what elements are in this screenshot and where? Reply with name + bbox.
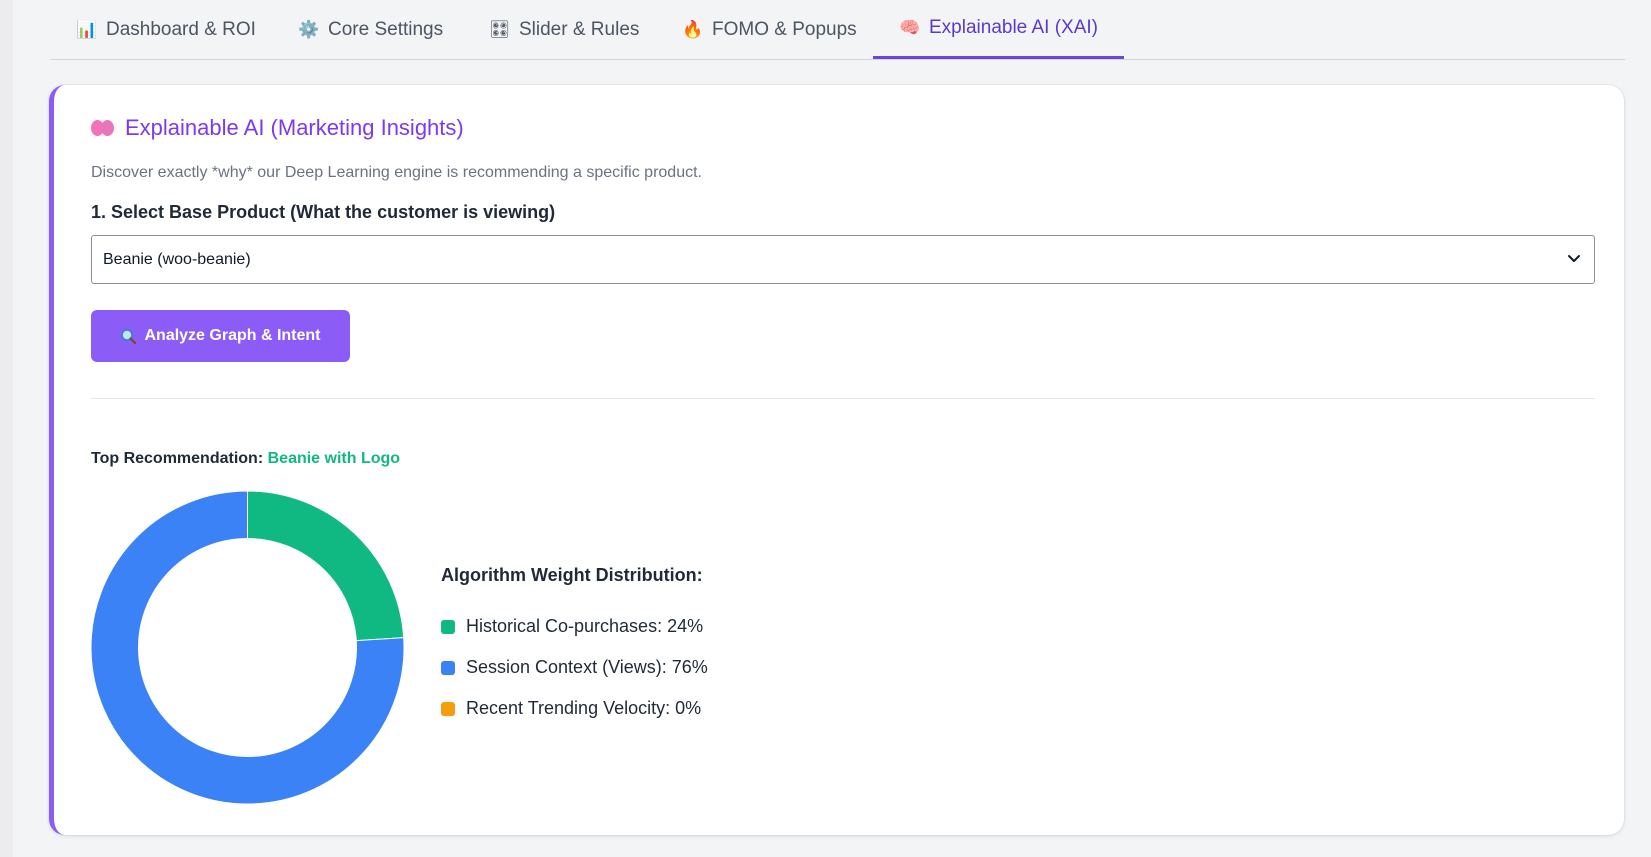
selected-product-value: Beanie (woo-beanie) [103,250,251,268]
tab-fomo-popups[interactable]: 🔥 FOMO & Popups [656,0,883,59]
base-product-label: 1. Select Base Product (What the custome… [91,202,556,222]
tab-label: Explainable AI (XAI) [929,17,1098,38]
legend-swatch [441,660,455,675]
slider-grid-icon: 🎛 [489,19,511,39]
tab-bar: 📊 Dashboard & ROI ⚙️ Core Settings 🎛 Sli… [50,0,1625,60]
brain-icon: 🧠 [899,18,921,37]
legend-swatch [441,701,455,716]
base-product-select[interactable]: Beanie (woo-beanie) [91,235,1595,284]
top-recommendation-value: Beanie with Logo [267,450,401,467]
bar-chart-icon: 📊 [76,19,98,39]
tab-label: Slider & Rules [519,18,640,40]
tab-core-settings[interactable]: ⚙️ Core Settings [272,0,469,59]
weight-donut-chart [91,491,404,804]
top-recommendation: Top Recommendation: Beanie with Logo [91,450,400,468]
chart-title: Algorithm Weight Distribution: [441,565,703,585]
brain-icon [91,117,115,139]
divider [91,398,1595,399]
legend-label: Session Context (Views): 76% [466,657,708,677]
legend-item-trending: Recent Trending Velocity: 0% [441,688,708,729]
tab-label: FOMO & Popups [712,18,857,40]
legend-swatch [441,619,455,634]
legend-label: Recent Trending Velocity: 0% [466,698,702,718]
legend-item-historical: Historical Co-purchases: 24% [441,606,708,647]
magnifier-icon [121,329,137,344]
chevron-down-icon [1568,255,1580,262]
top-recommendation-label: Top Recommendation: [91,450,264,467]
left-gutter [0,0,13,857]
tab-slider-rules[interactable]: 🎛 Slider & Rules [463,0,665,59]
fire-icon: 🔥 [682,19,704,39]
chart-legend: Algorithm Weight Distribution: Historica… [441,565,708,729]
donut-slice-session-context-views [91,491,404,804]
panel-description: Discover exactly *why* our Deep Learning… [91,164,702,181]
analyze-button[interactable]: Analyze Graph & Intent [91,310,350,362]
legend-label: Historical Co-purchases: 24% [466,616,704,636]
panel-title-text: Explainable AI (Marketing Insights) [125,115,464,140]
gear-icon: ⚙️ [298,19,320,39]
tab-label: Core Settings [328,18,444,40]
analyze-button-label: Analyze Graph & Intent [144,327,321,344]
xai-panel: Explainable AI (Marketing Insights) Disc… [49,85,1624,835]
tab-explainable-ai[interactable]: 🧠 Explainable AI (XAI) [873,0,1124,59]
legend-item-session: Session Context (Views): 76% [441,647,708,688]
tab-dashboard-roi[interactable]: 📊 Dashboard & ROI [50,0,282,59]
donut-slice-historical-co-purchases [247,491,404,642]
panel-title: Explainable AI (Marketing Insights) [91,115,464,141]
tab-label: Dashboard & ROI [106,18,256,40]
